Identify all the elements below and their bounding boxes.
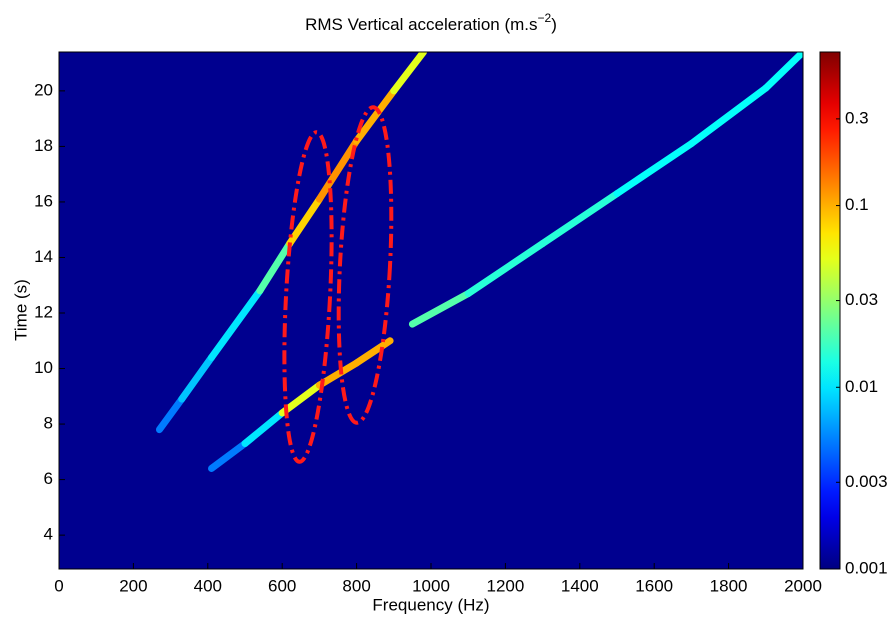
ridge-segment <box>613 140 695 198</box>
y-tick-label: 20 <box>34 80 53 99</box>
ridge-segment <box>315 137 361 203</box>
ridge-segment <box>408 290 472 328</box>
colorbar <box>820 52 840 569</box>
annotation-ellipse <box>282 130 334 464</box>
ridge-segment <box>208 439 249 472</box>
ridge-segment <box>353 87 398 145</box>
title-text: RMS Vertical acceleration (m.s <box>305 15 537 34</box>
ridge-segment <box>286 195 323 248</box>
ridge-segment <box>390 52 428 95</box>
ridge-segment <box>353 337 394 367</box>
y-tick-label: 4 <box>44 525 53 544</box>
ridge-segment <box>278 381 323 417</box>
colorbar-tick-label: 0.03 <box>845 290 878 309</box>
ridge-segment <box>315 359 361 389</box>
colorbar-tick-label: 0.01 <box>845 377 878 396</box>
title-end: ) <box>551 15 557 34</box>
x-tick-label: 800 <box>342 576 370 595</box>
ridge-segment <box>155 395 186 434</box>
chart-title: RMS Vertical acceleration (m.s−2) <box>305 11 557 34</box>
x-tick-label: 400 <box>194 576 222 595</box>
colorbar-tick-label: 0.3 <box>845 108 869 127</box>
y-tick-label: 6 <box>44 469 53 488</box>
ridge-segment <box>256 240 294 295</box>
y-tick-label: 10 <box>34 358 53 377</box>
annotation-ellipse <box>336 105 394 425</box>
x-tick-label: 2000 <box>784 576 822 595</box>
annotation-ellipses <box>282 105 394 464</box>
ridge-segment <box>687 84 770 148</box>
ridge-segment <box>762 52 803 92</box>
ridge-segment <box>464 240 547 298</box>
x-axis-label: Frequency (Hz) <box>372 595 489 614</box>
x-tick-label: 1600 <box>635 576 673 595</box>
x-tick-label: 200 <box>119 576 147 595</box>
y-tick-label: 16 <box>34 191 53 210</box>
plot-area <box>155 52 803 472</box>
x-tick-label: 1800 <box>710 576 748 595</box>
y-axis-label: Time (s) <box>11 279 30 341</box>
ridge-segment <box>208 287 264 361</box>
y-tick-label: 12 <box>34 302 53 321</box>
colorbar-tick-label: 0.1 <box>845 195 869 214</box>
colorbar-tick-label: 0.003 <box>845 472 888 491</box>
colorbar-tick-label: 0.001 <box>845 558 888 577</box>
x-tick-label: 1400 <box>561 576 599 595</box>
x-tick-label: 0 <box>54 576 63 595</box>
x-tick-label: 600 <box>268 576 296 595</box>
x-tick-label: 1200 <box>486 576 524 595</box>
title-superscript: −2 <box>538 11 552 25</box>
y-tick-label: 18 <box>34 136 53 155</box>
ridge-segment <box>178 353 216 403</box>
y-tick-label: 8 <box>44 414 53 433</box>
y-tick-label: 14 <box>34 247 53 266</box>
ridge-segment <box>539 190 621 248</box>
ridge-segment <box>241 409 286 447</box>
x-tick-label: 1000 <box>412 576 450 595</box>
colorbar-frame <box>819 51 841 570</box>
